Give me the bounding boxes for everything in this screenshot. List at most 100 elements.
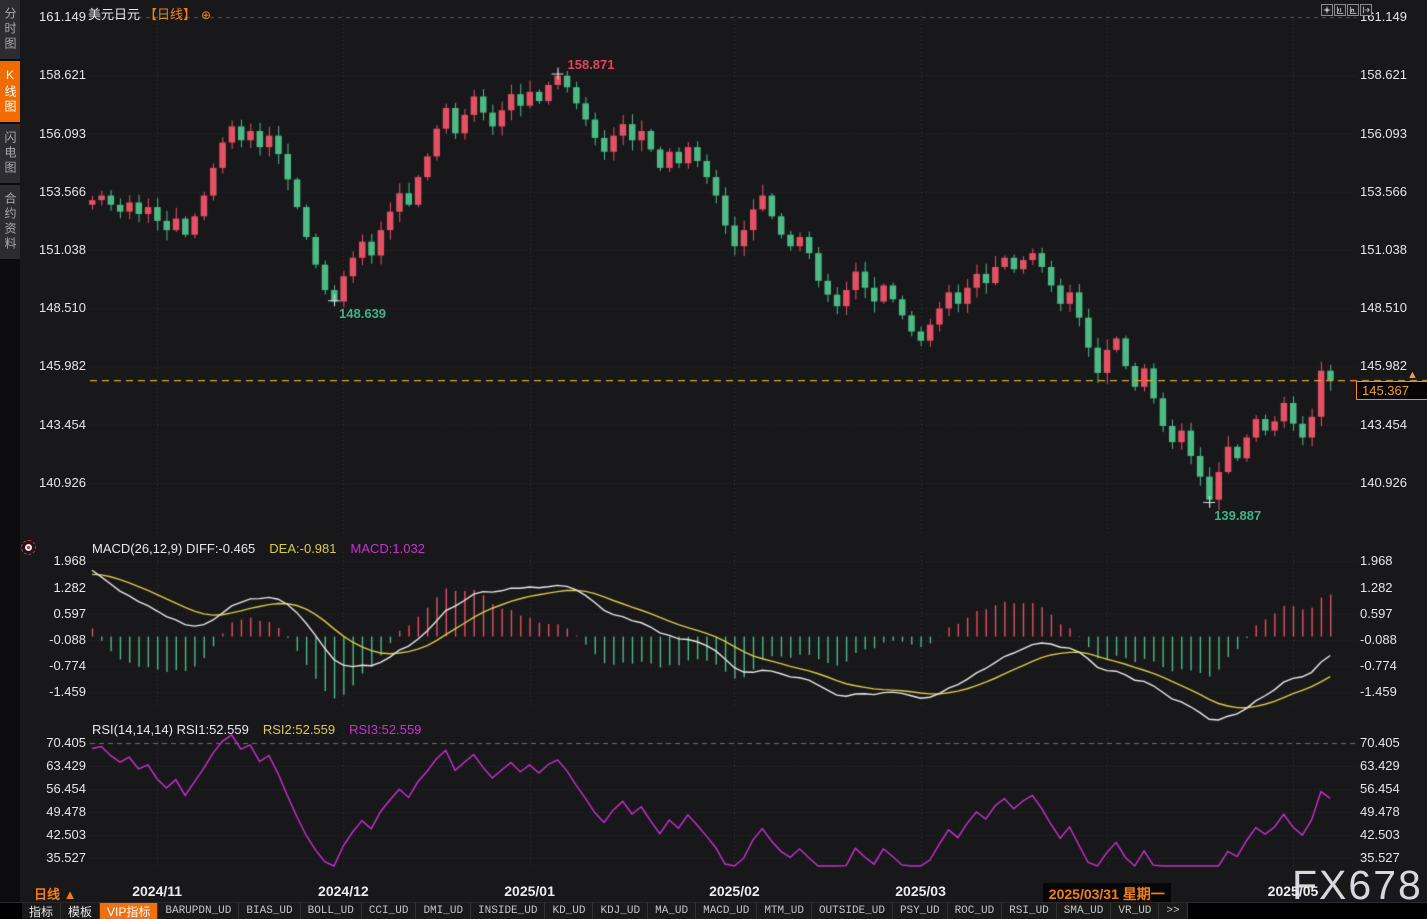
price-axis-tick-left-3: 153.566 — [39, 183, 86, 199]
tab-OUTSIDE_UD[interactable]: OUTSIDE_UD — [811, 903, 893, 919]
indicator-tabbar: 指标 模板 VIP指标 BARUPDN_UD BIAS_UD BOLL_UD CCI_UD D… — [0, 902, 1427, 919]
tab-PSY_UD[interactable]: PSY_UD — [892, 903, 948, 919]
xaxis-label-1: 2024/12 — [318, 883, 369, 899]
xaxis-label-5: 2025/03/31 星期一 — [1042, 883, 1171, 905]
macd-axis-tick-left-2: 0.597 — [53, 605, 86, 621]
current-price-box: 145.367 — [1356, 381, 1427, 400]
tab-RSI_UD[interactable]: RSI_UD — [1002, 903, 1057, 919]
tab-VIP指标[interactable]: VIP指标 — [100, 903, 159, 919]
macd-header: MACD(26,12,9) DIFF:-0.465 DEA:-0.981 MACD:… — [92, 541, 425, 556]
tab-MTM_UD[interactable]: MTM_UD — [757, 903, 812, 919]
price-axis-tick-right-4: 151.038 — [1360, 241, 1407, 257]
sidebar-item-2[interactable]: 闪电图 — [0, 124, 20, 183]
tab-BARUPDN_UD[interactable]: BARUPDN_UD — [158, 903, 240, 919]
chart-toolbar-icons — [1321, 4, 1372, 16]
rsi-axis-tick-left-3: 49.478 — [46, 804, 86, 819]
price-axis-tick-left-4: 151.038 — [39, 241, 86, 257]
macd-axis-tick-right-2: 0.597 — [1360, 605, 1393, 621]
tab-MACD_UD[interactable]: MACD_UD — [696, 903, 758, 919]
price-axis-tick-left-5: 148.510 — [39, 300, 86, 316]
macd-axis-tick-left-4: -0.774 — [49, 658, 86, 674]
rsi-rsi2-value: RSI2:52.559 — [262, 722, 336, 737]
price-axis-tick-left-2: 156.093 — [39, 125, 86, 141]
circle-plus-icon[interactable]: ⊕ — [201, 8, 212, 22]
price-axis-tick-right-6: 145.982 — [1360, 358, 1407, 374]
xaxis-label-3: 2025/02 — [709, 883, 760, 899]
xaxis-label-2: 2025/01 — [504, 883, 555, 899]
price-axis-tick-right-1: 158.621 — [1360, 67, 1407, 83]
price-up-arrow-icon: ▲ — [1407, 369, 1418, 381]
sidebar-item-0[interactable]: 分时图 — [0, 0, 20, 59]
axis-zoom-y-icon[interactable] — [1334, 4, 1346, 16]
rsi-rsi3-value: RSI3:52.559 — [349, 722, 422, 737]
rsi-axis-tick-right-0: 70.405 — [1360, 735, 1400, 750]
macd-axis-tick-right-3: -0.088 — [1360, 631, 1397, 647]
macd-axis-tick-right-4: -0.774 — [1360, 658, 1397, 674]
macd-axis-tick-left-5: -1.459 — [49, 684, 86, 700]
sidebar: 分时图 K线图 闪电图 合约资料 — [0, 0, 20, 919]
price-axis-tick-right-7: 143.454 — [1360, 416, 1407, 432]
marker-label-139.887: 139.887 — [1214, 507, 1262, 523]
price-axis-tick-left-8: 140.926 — [39, 474, 86, 490]
tab-BIAS_UD[interactable]: BIAS_UD — [239, 903, 301, 919]
tab-MA_UD[interactable]: MA_UD — [648, 903, 697, 919]
rsi-axis-tick-right-4: 42.503 — [1360, 826, 1400, 842]
xaxis-label-6: 2025/05 — [1267, 883, 1319, 899]
price-axis-tick-right-3: 153.566 — [1360, 183, 1407, 199]
tab-指标[interactable]: 指标 — [22, 903, 62, 919]
price-axis-tick-left-6: 145.982 — [39, 358, 86, 374]
macd-macd-value: MACD:1.032 — [350, 541, 425, 556]
rsi-axis-tick-right-2: 56.454 — [1360, 780, 1400, 796]
tab-KDJ_UD[interactable]: KDJ_UD — [593, 903, 649, 919]
tab-SMA_UD[interactable]: SMA_UD — [1056, 903, 1112, 919]
move-icon[interactable] — [1321, 4, 1333, 16]
rsi-axis-tick-right-1: 63.429 — [1360, 758, 1400, 773]
macd-axis-tick-left-1: 1.282 — [53, 579, 86, 595]
xaxis-label-4: 2025/03 — [895, 883, 946, 899]
marker-label-158.871: 158.871 — [567, 57, 615, 73]
price-axis-tick-right-8: 140.926 — [1360, 474, 1407, 490]
macd-axis-tick-left-3: -0.088 — [49, 631, 86, 647]
period-label: 【日线】 — [144, 7, 197, 22]
chart-title: 美元日元 【日线】 ⊕ — [88, 4, 211, 23]
symbol-name: 美元日元 — [88, 7, 141, 22]
macd-axis-tick-right-5: -1.459 — [1360, 684, 1397, 700]
tab-CCI_UD[interactable]: CCI_UD — [361, 903, 417, 919]
sidebar-item-1[interactable]: K线图 — [0, 61, 20, 122]
rsi-axis-tick-left-4: 42.503 — [46, 826, 86, 842]
shift-right-icon[interactable] — [1360, 4, 1372, 16]
tab-DMI_UD[interactable]: DMI_UD — [416, 903, 472, 919]
macd-axis-tick-left-0: 1.968 — [53, 553, 86, 569]
axis-zoom-x-icon[interactable] — [1347, 4, 1359, 16]
rsi-axis-tick-right-3: 49.478 — [1360, 804, 1400, 819]
rsi-title-rsi1: RSI(14,14,14) RSI1:52.559 — [92, 722, 249, 737]
rsi-axis-tick-left-5: 35.527 — [46, 849, 86, 865]
macd-axis-tick-right-1: 1.282 — [1360, 579, 1393, 595]
price-axis-tick-left-7: 143.454 — [39, 416, 86, 432]
sidebar-item-3[interactable]: 合约资料 — [0, 185, 20, 259]
tab-BOLL_UD[interactable]: BOLL_UD — [300, 903, 362, 919]
watermark: FX678 — [1292, 862, 1423, 908]
indicator-record-icon[interactable] — [21, 540, 36, 555]
rsi-header: RSI(14,14,14) RSI1:52.559 RSI2:52.559 RSI3… — [92, 722, 421, 737]
macd-dea-value: DEA:-0.981 — [269, 541, 337, 556]
period-arrow-icon: ▲ — [63, 887, 77, 902]
macd-axis-tick-right-0: 1.968 — [1360, 553, 1393, 569]
tab-VR_UD[interactable]: VR_UD — [1111, 903, 1160, 919]
tab-模板[interactable]: 模板 — [61, 903, 101, 919]
marker-label-148.639: 148.639 — [339, 306, 387, 322]
tab-INSIDE_UD[interactable]: INSIDE_UD — [471, 903, 546, 919]
tab->>[interactable]: >> — [1159, 903, 1188, 919]
tab-ROC_UD[interactable]: ROC_UD — [947, 903, 1003, 919]
xaxis-label-0: 2024/11 — [132, 883, 183, 899]
rsi-axis-tick-left-0: 70.405 — [46, 735, 86, 750]
tab-KD_UD[interactable]: KD_UD — [545, 903, 594, 919]
rsi-axis-tick-left-1: 63.429 — [46, 758, 86, 773]
price-axis-tick-left-0: 161.149 — [39, 9, 86, 24]
price-axis-tick-right-2: 156.093 — [1360, 125, 1407, 141]
price-axis-tick-right-5: 148.510 — [1360, 300, 1407, 316]
price-axis-tick-left-1: 158.621 — [39, 67, 86, 83]
period-selector[interactable]: 日线 ▲ — [34, 887, 77, 902]
